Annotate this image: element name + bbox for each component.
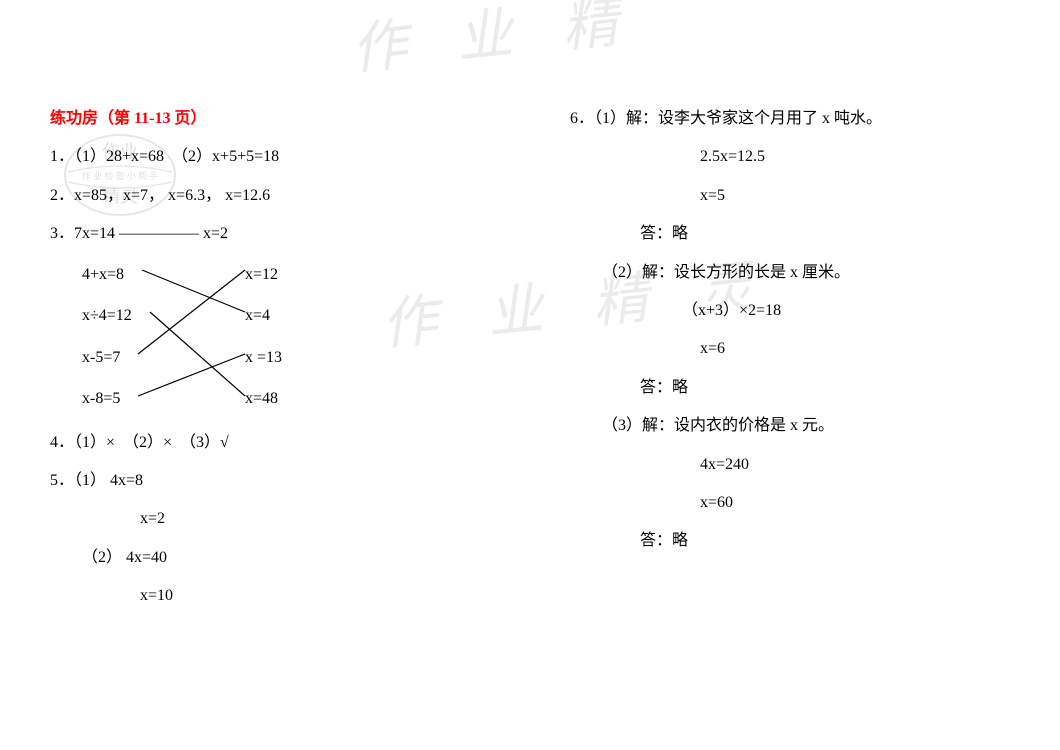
q2: 2．x=85，x=7， x=6.3， x=12.6 [50,177,530,215]
match-line-3 [138,354,245,396]
watermark-top: 作 业 精 [347,0,640,86]
q5-2: （2） 4x=40 [50,539,530,577]
q6-2-ans: 答：略 [570,369,1010,407]
match-line-0 [142,270,245,312]
q4: 4．（1）× （2）× （3）√ [50,424,530,462]
q6-3-eq1: 4x=240 [570,446,1010,484]
left-column: 练功房（第 11-13 页） 1．（1）28+x=68 （2）x+5+5=18 … [50,100,530,616]
q6-1-eq1: 2.5x=12.5 [570,138,1010,176]
q6-3-head: （3）解：设内衣的价格是 x 元。 [570,407,1010,445]
q5-2-ans: x=10 [50,577,530,615]
matching-lines [50,254,350,424]
right-column: 6．（1）解：设李大爷家这个月用了 x 吨水。 2.5x=12.5 x=5 答：… [530,100,1010,616]
q6-2-head: （2）解：设长方形的长是 x 厘米。 [570,254,1010,292]
q6-2-eq2: x=6 [570,330,1010,368]
q3-top: 3．7x=14 ————— x=2 [50,215,530,253]
q1: 1．（1）28+x=68 （2）x+5+5=18 [50,138,530,176]
page-content: 练功房（第 11-13 页） 1．（1）28+x=68 （2）x+5+5=18 … [50,100,1010,616]
q5-1: 5．（1） 4x=8 [50,462,530,500]
q6-3-eq2: x=60 [570,484,1010,522]
q6-2-eq1: （x+3）×2=18 [570,292,1010,330]
q6-1-head: 6．（1）解：设李大爷家这个月用了 x 吨水。 [570,100,1010,138]
q5-1-ans: x=2 [50,500,530,538]
section-title: 练功房（第 11-13 页） [50,100,530,138]
matching-block: 4+x=8 x÷4=12 x-5=7 x-8=5 x=12 x=4 x =13 … [50,254,530,424]
q6-1-ans: 答：略 [570,215,1010,253]
q6-1-eq2: x=5 [570,177,1010,215]
q6-3-ans: 答：略 [570,522,1010,560]
match-line-1 [150,312,245,396]
match-line-2 [138,270,245,354]
